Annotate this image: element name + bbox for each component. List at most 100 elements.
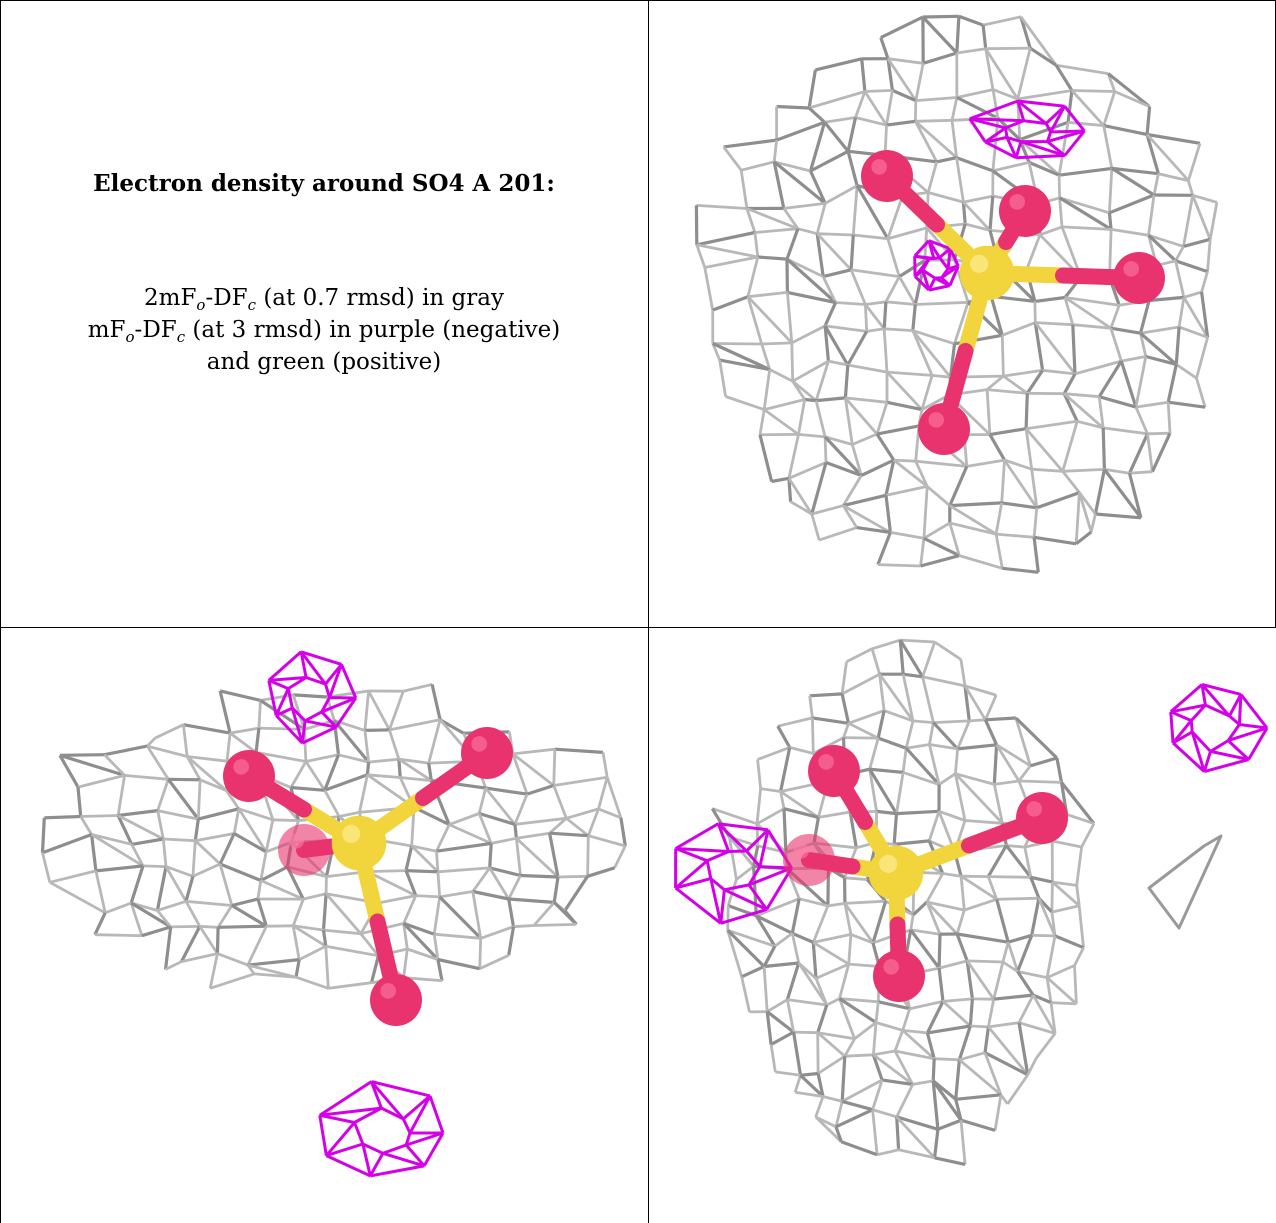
mesh-edge bbox=[841, 672, 881, 696]
mesh-edge bbox=[490, 836, 517, 845]
mesh-edge bbox=[1026, 1057, 1038, 1076]
gray-density-mesh bbox=[710, 638, 1223, 1166]
atom-highlight bbox=[883, 959, 899, 975]
negative-mesh-edge bbox=[946, 248, 952, 269]
mesh-edge bbox=[871, 1054, 884, 1081]
mesh-edge bbox=[712, 295, 749, 312]
mesh-edge bbox=[963, 194, 994, 204]
mesh-edge bbox=[772, 139, 778, 162]
mesh-edge bbox=[843, 364, 850, 399]
negative-mesh-edge bbox=[268, 676, 307, 682]
negative-mesh-edge bbox=[1170, 703, 1206, 714]
mesh-edge bbox=[1003, 368, 1043, 378]
density-view-1-render bbox=[694, 14, 1219, 574]
mesh-edge bbox=[792, 1031, 803, 1076]
mesh-edge bbox=[1147, 431, 1171, 436]
mesh-edge bbox=[922, 486, 929, 539]
negative-mesh-edge bbox=[304, 719, 337, 729]
oxygen-atom bbox=[808, 745, 860, 797]
mesh-edge bbox=[992, 961, 1005, 1000]
negative-mesh-edge bbox=[382, 1151, 425, 1168]
negative-mesh-edge bbox=[318, 1115, 328, 1156]
mesh-edge bbox=[511, 753, 529, 795]
mesh-edge bbox=[914, 120, 938, 163]
mesh-edge bbox=[1046, 976, 1078, 1005]
mesh-edge bbox=[783, 807, 819, 819]
mesh-edge bbox=[432, 896, 442, 935]
mesh-edge bbox=[815, 203, 827, 235]
mesh-edge bbox=[787, 998, 827, 1007]
mesh-edge bbox=[792, 359, 830, 383]
mesh-edge bbox=[949, 521, 997, 536]
mesh-edge bbox=[842, 504, 892, 534]
mesh-edge bbox=[1002, 960, 1019, 973]
mesh-edge bbox=[1089, 513, 1097, 533]
negative-mesh-edge bbox=[1209, 739, 1229, 753]
mesh-edge bbox=[104, 901, 132, 915]
negative-mesh-edge bbox=[1170, 710, 1192, 722]
mesh-edge bbox=[597, 807, 622, 820]
mesh-edge bbox=[1150, 432, 1172, 473]
mesh-edge bbox=[885, 300, 916, 306]
mesh-edge bbox=[761, 341, 792, 346]
mesh-edge bbox=[477, 812, 493, 844]
mesh-edge bbox=[80, 814, 119, 818]
negative-mesh-edge bbox=[674, 859, 709, 890]
mesh-edge bbox=[934, 1156, 966, 1166]
mesh-edge bbox=[955, 1093, 1002, 1101]
mesh-edge bbox=[790, 898, 801, 934]
mesh-edge bbox=[949, 501, 1002, 508]
negative-mesh-edge bbox=[984, 126, 1007, 144]
mesh-edge bbox=[986, 876, 999, 900]
mesh-edge bbox=[912, 329, 955, 346]
mesh-edge bbox=[728, 836, 738, 880]
mesh-edge bbox=[954, 1098, 963, 1121]
mesh-edge bbox=[779, 790, 820, 819]
mesh-edge bbox=[965, 960, 974, 1000]
negative-mesh-edge bbox=[745, 828, 770, 853]
negative-mesh-edge bbox=[1227, 726, 1268, 743]
mesh-edge bbox=[548, 832, 560, 878]
mesh-edge bbox=[842, 474, 863, 507]
negative-mesh-edge bbox=[320, 710, 338, 729]
mesh-edge bbox=[988, 433, 1006, 461]
mesh-edge bbox=[1049, 1002, 1057, 1034]
mesh-edge bbox=[358, 774, 369, 813]
mesh-edge bbox=[1055, 757, 1064, 783]
mesh-edge bbox=[835, 301, 866, 306]
mesh-edge bbox=[1182, 195, 1195, 247]
mesh-edge bbox=[783, 202, 826, 210]
mesh-edge bbox=[232, 808, 241, 834]
negative-mesh-edge bbox=[674, 822, 720, 850]
mesh-edge bbox=[193, 818, 200, 841]
mesh-edge bbox=[876, 809, 897, 816]
mesh-edge bbox=[156, 778, 170, 812]
mesh-edge bbox=[208, 953, 219, 989]
mesh-edge bbox=[1045, 977, 1053, 1003]
mesh-edge bbox=[397, 759, 402, 778]
mesh-edge bbox=[238, 807, 274, 822]
mesh-edge bbox=[1146, 132, 1201, 145]
mesh-edge bbox=[954, 772, 1004, 825]
mesh-edge bbox=[478, 811, 516, 826]
mesh-edge bbox=[949, 343, 957, 378]
mesh-edge bbox=[1025, 419, 1078, 431]
mesh-edge bbox=[1019, 16, 1032, 49]
negative-mesh-edge bbox=[301, 725, 337, 745]
mesh-edge bbox=[844, 876, 868, 881]
mesh-edge bbox=[191, 840, 197, 877]
mesh-edge bbox=[898, 1148, 935, 1160]
mesh-edge bbox=[1061, 470, 1081, 494]
negative-mesh-edge bbox=[928, 284, 951, 292]
mesh-edge bbox=[878, 674, 886, 711]
mesh-edge bbox=[156, 909, 172, 928]
mesh-edge bbox=[823, 325, 830, 362]
mesh-edge bbox=[1080, 822, 1096, 848]
mesh-edge bbox=[1175, 259, 1209, 274]
negative-mesh-edge bbox=[370, 1164, 425, 1178]
mesh-edge bbox=[554, 747, 604, 754]
mesh-edge bbox=[438, 895, 482, 940]
mesh-edge bbox=[925, 872, 944, 903]
mesh-edge bbox=[880, 15, 924, 40]
mesh-edge bbox=[797, 227, 818, 236]
